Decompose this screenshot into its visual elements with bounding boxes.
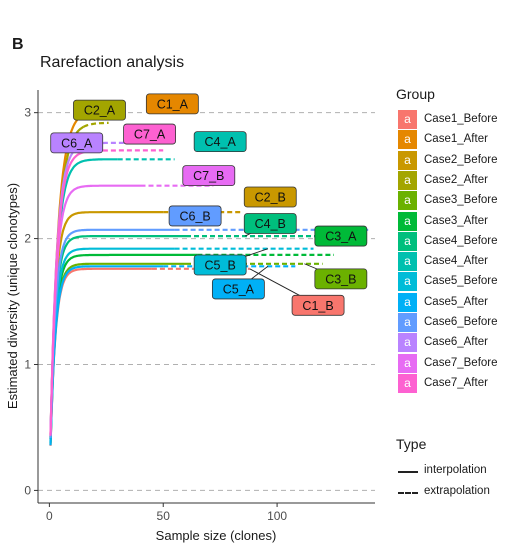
legend-label: Case7_After bbox=[424, 376, 488, 389]
series-label-box bbox=[291, 294, 345, 316]
interpolation-line bbox=[49, 253, 198, 444]
interpolation-line bbox=[49, 235, 186, 440]
x-tick-label: 100 bbox=[267, 509, 287, 523]
x-axis-title: Sample size (clones) bbox=[156, 528, 277, 543]
series-case3-before bbox=[49, 262, 323, 445]
extrapolation-line bbox=[83, 121, 109, 128]
series-label: C4_B bbox=[255, 217, 286, 231]
series-label: C2_A bbox=[84, 104, 116, 118]
interpolation-line bbox=[49, 228, 175, 438]
interpolation-line bbox=[49, 262, 186, 445]
series-label: C3_A bbox=[325, 230, 357, 244]
legend-solid-line bbox=[398, 471, 418, 473]
series-label-box bbox=[182, 165, 236, 187]
legend-label: Case6_After bbox=[424, 336, 488, 349]
legend-label: Case3_Before bbox=[424, 194, 498, 207]
series-label: C6_A bbox=[61, 136, 93, 150]
series-label-box bbox=[193, 131, 247, 153]
legend-label: Case1_After bbox=[424, 133, 488, 146]
y-tick-label: 1 bbox=[24, 357, 31, 371]
series-label-box bbox=[243, 213, 297, 234]
legend-label: Case7_Before bbox=[424, 356, 498, 369]
y-axis-title: Estimated diversity (unique clonotypes) bbox=[5, 183, 20, 409]
interpolation-line bbox=[49, 267, 152, 446]
legend-key: a bbox=[398, 373, 417, 393]
series-label-box bbox=[50, 132, 104, 154]
series-label-box bbox=[73, 99, 126, 121]
series-case4-after bbox=[49, 158, 175, 438]
y-tick-label: 0 bbox=[24, 483, 31, 497]
legend-label: Case6_Before bbox=[424, 316, 498, 328]
series-label-box bbox=[243, 186, 297, 208]
series-label: C6_B bbox=[179, 209, 210, 223]
y-tick-label: 2 bbox=[24, 232, 31, 246]
legend-key: a bbox=[398, 170, 417, 190]
series-label-box bbox=[193, 254, 247, 276]
legend-type-title: Type bbox=[396, 436, 427, 452]
interpolation-line bbox=[49, 184, 141, 436]
legend-type-label: extrapolation bbox=[424, 485, 490, 497]
series-label-box bbox=[145, 93, 199, 115]
panel-letter: B bbox=[12, 36, 24, 53]
series-case2-before bbox=[49, 211, 243, 435]
legend-label: Case2_Before bbox=[424, 153, 498, 166]
legend-key: a bbox=[398, 231, 417, 251]
x-tick-label: 0 bbox=[46, 509, 53, 523]
legend-key: a bbox=[398, 150, 417, 170]
interpolation-line bbox=[49, 265, 164, 446]
series-case5-before bbox=[49, 247, 314, 442]
series-label: C7_A bbox=[134, 128, 166, 142]
series-label-box bbox=[314, 268, 368, 290]
legend-key: a bbox=[398, 110, 417, 129]
legend-dashed-line bbox=[398, 492, 418, 494]
series-label-box bbox=[168, 205, 222, 227]
legend-label: Case4_Before bbox=[424, 234, 498, 247]
legend-label: Case5_After bbox=[424, 295, 488, 308]
legend-key: a bbox=[398, 252, 417, 272]
series-label: C2_B bbox=[255, 191, 286, 205]
y-tick-label: 3 bbox=[24, 106, 31, 120]
legend-key: a bbox=[398, 211, 417, 231]
legend-key: a bbox=[398, 313, 417, 332]
legend-label: Case4_After bbox=[424, 255, 488, 268]
series-label: C3_B bbox=[325, 272, 356, 286]
axes: Sample size (clones) Estimated diversity… bbox=[5, 90, 375, 543]
series-label: C1_A bbox=[157, 97, 189, 111]
legend-key: a bbox=[398, 191, 417, 211]
legend-label: Case3_After bbox=[424, 214, 488, 227]
legend-group-title: Group bbox=[396, 86, 435, 102]
series-case3-after bbox=[49, 253, 334, 444]
chart-title: Rarefaction analysis bbox=[40, 54, 185, 71]
legend-key: a bbox=[398, 130, 417, 150]
legend-label: Case2_After bbox=[424, 173, 488, 186]
series-labels: C2_A C1_A C7_A C6_A C4_A C7_B C2_B C6_B C4_B C3_A… bbox=[50, 93, 368, 316]
series-label: C1_B bbox=[302, 299, 333, 313]
series-label: C5_A bbox=[223, 282, 255, 296]
x-tick-label: 50 bbox=[157, 509, 171, 523]
legend-type-label: interpolation bbox=[424, 464, 487, 476]
series-case7-after bbox=[49, 149, 164, 436]
series-label: C7_B bbox=[193, 169, 224, 183]
interpolation-line bbox=[49, 247, 175, 442]
series-label-box bbox=[314, 225, 368, 247]
series-label-box bbox=[211, 278, 265, 300]
interpolation-line bbox=[49, 211, 164, 435]
legend-label: Case1_Before bbox=[424, 113, 498, 125]
legend-label: Case5_Before bbox=[424, 275, 498, 288]
legend-key: a bbox=[398, 353, 417, 373]
series-label: C4_A bbox=[205, 135, 237, 149]
legend-key: a bbox=[398, 333, 417, 353]
series-label: C5_B bbox=[205, 259, 236, 273]
series-label-box bbox=[123, 123, 176, 145]
legend-key: a bbox=[398, 292, 417, 312]
legend-key: a bbox=[398, 272, 417, 292]
